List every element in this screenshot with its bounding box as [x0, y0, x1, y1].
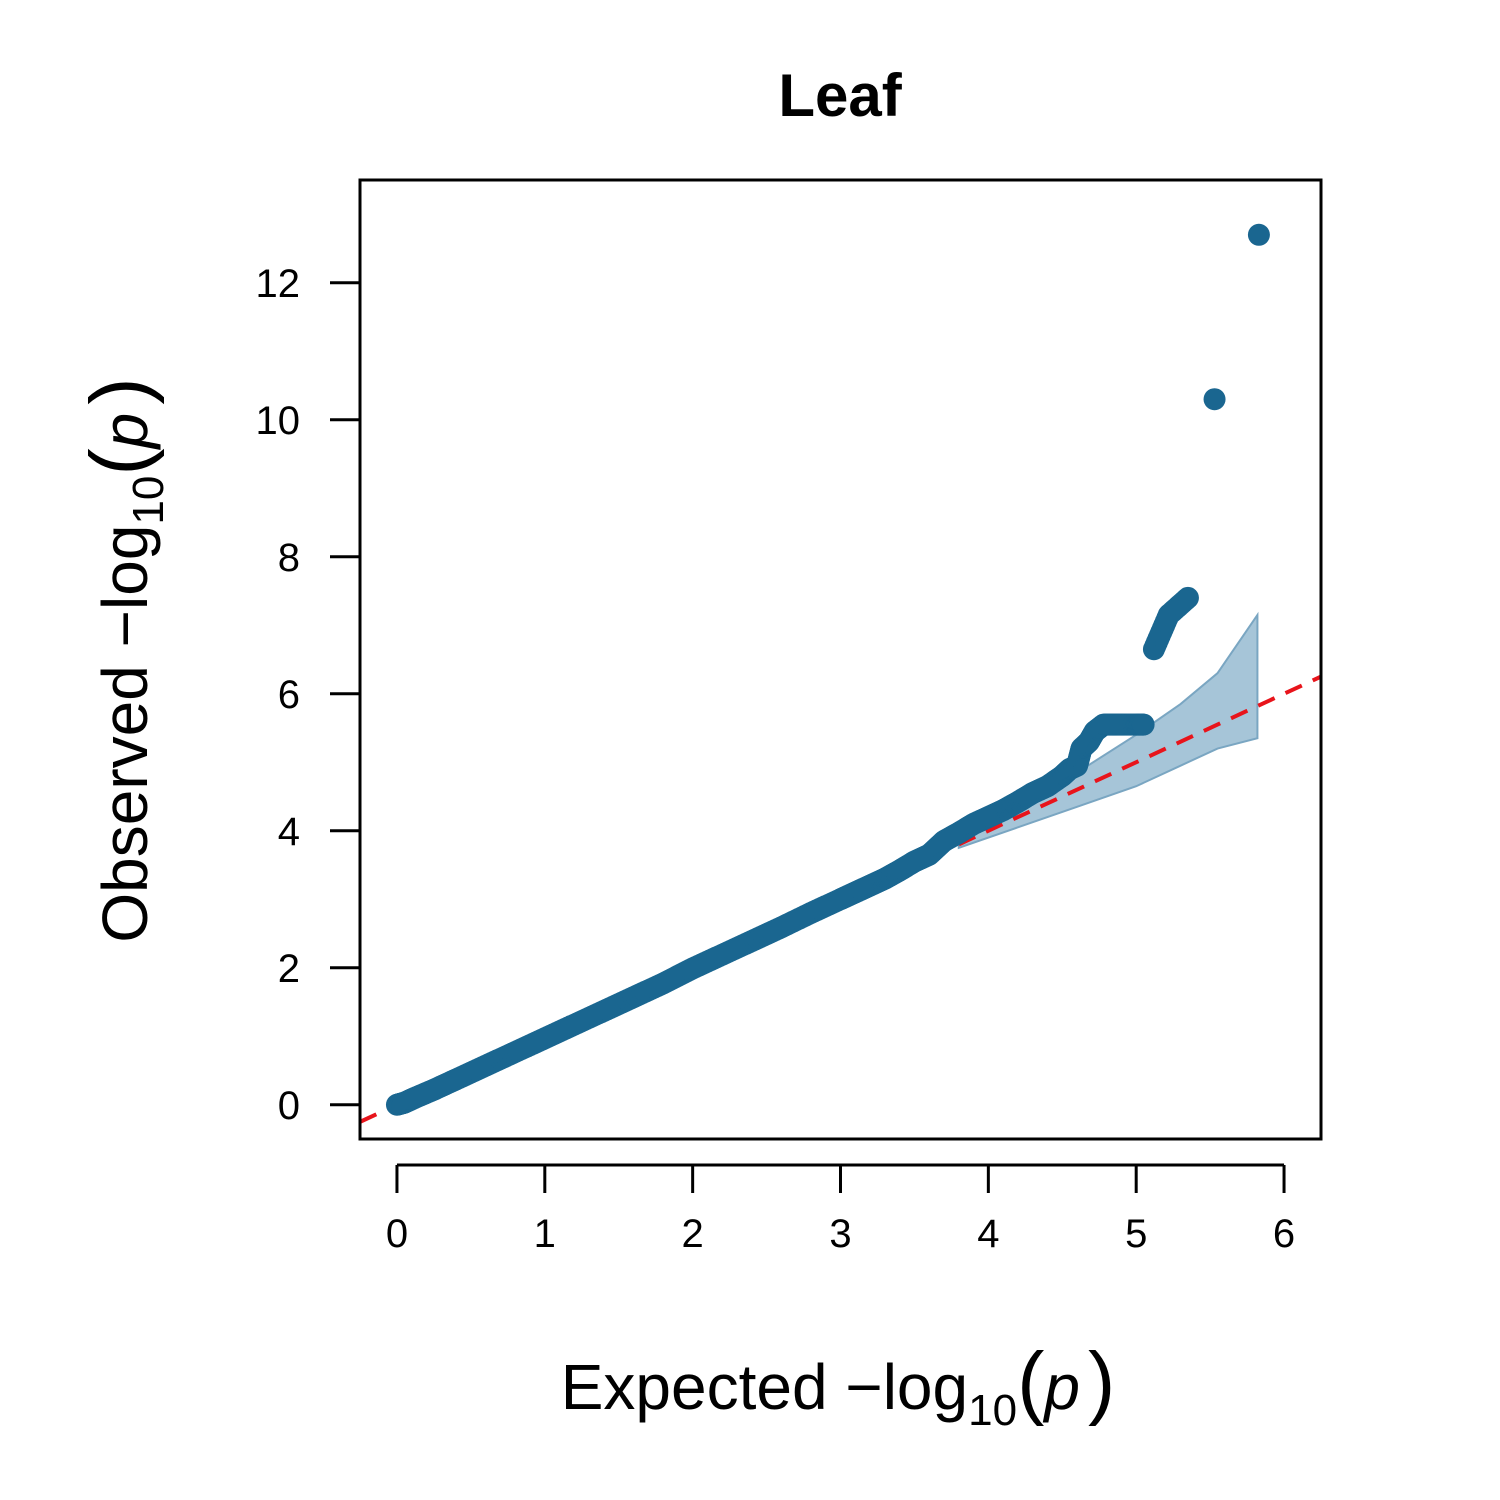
- x-axis-title-close-paren: ): [1088, 1336, 1115, 1427]
- data-point: [1247, 223, 1270, 246]
- y-axis-title: Observed −log10(p): [74, 377, 173, 942]
- x-tick-label: 4: [977, 1212, 999, 1256]
- x-axis-title-prefix: Expected −log: [561, 1351, 968, 1423]
- x-axis-title: Expected −log10(p): [561, 1336, 1116, 1435]
- y-axis: 0 2 4 6 8 10 12: [256, 262, 360, 1128]
- x-axis: 0 1 2 3 4 5 6: [386, 1163, 1295, 1256]
- x-axis-title-subscript: 10: [968, 1386, 1017, 1435]
- y-axis-title-prefix: Observed −log: [89, 525, 161, 943]
- plot-area: [360, 223, 1321, 1124]
- y-tick-label: 8: [278, 536, 300, 580]
- x-tick-label: 2: [682, 1212, 704, 1256]
- plot-frame: [358, 178, 1323, 1141]
- y-axis-title-subscript: 10: [124, 476, 173, 525]
- x-tick-label: 5: [1125, 1212, 1147, 1256]
- x-tick-label: 3: [829, 1212, 851, 1256]
- x-axis-title-variable: p: [1042, 1351, 1080, 1423]
- y-axis-title-close-paren: ): [74, 377, 165, 404]
- y-axis-title-variable: p: [89, 413, 161, 451]
- data-point: [1203, 388, 1226, 411]
- chart-title: Leaf: [778, 62, 902, 129]
- reference-line: [360, 674, 1321, 1124]
- data-point: [1132, 713, 1155, 736]
- y-tick-label: 10: [256, 399, 301, 443]
- y-tick-label: 12: [256, 262, 301, 306]
- y-tick-label: 0: [278, 1084, 300, 1128]
- y-tick-label: 4: [278, 810, 300, 854]
- y-axis-title-open-paren: (: [74, 448, 165, 475]
- x-tick-label: 6: [1273, 1212, 1295, 1256]
- x-tick-label: 0: [386, 1212, 408, 1256]
- x-axis-title-open-paren: (: [1017, 1336, 1044, 1427]
- x-tick-label: 1: [534, 1212, 556, 1256]
- y-tick-label: 6: [278, 673, 300, 717]
- y-tick-label: 2: [278, 947, 300, 991]
- data-point: [1176, 586, 1199, 609]
